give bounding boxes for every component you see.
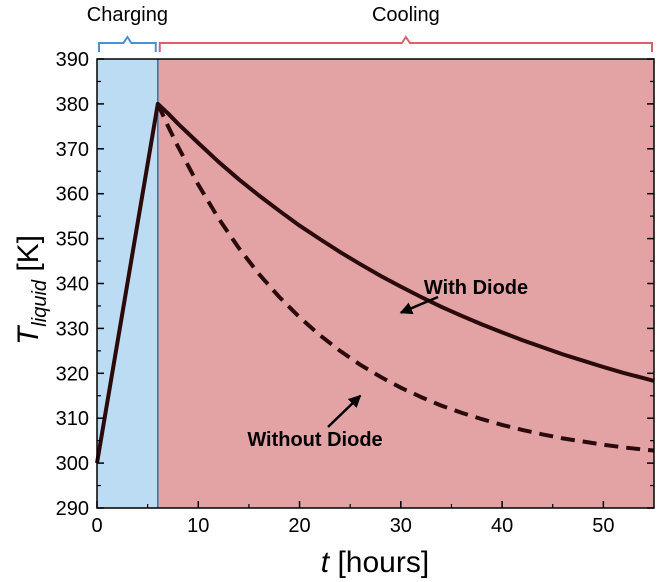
region-cooling (157, 59, 654, 508)
x-axis-label: t [hours] (321, 546, 429, 579)
annotation-with-diode: With Diode (424, 277, 528, 299)
bracket-cooling (158, 35, 653, 52)
x-axis-label-var: t (321, 546, 331, 579)
y-tick-label: 310 (56, 408, 89, 430)
y-tick-label: 330 (56, 318, 89, 340)
series-line-with-diode (95, 101, 655, 464)
bracket-charging (98, 35, 157, 52)
x-tick-label: 40 (491, 515, 513, 537)
x-tick-label: 0 (91, 515, 102, 537)
region-brackets: Charging Cooling (87, 4, 653, 52)
series-line-without-diode (155, 103, 655, 453)
annotation-arrow (399, 295, 439, 315)
y-tick-label: 290 (56, 498, 89, 520)
annotations: With Diode Without Diode (247, 277, 528, 451)
y-tick-label: 360 (56, 184, 89, 206)
region-layer (97, 59, 654, 508)
y-tick-label: 390 (56, 49, 89, 71)
annotation-arrow (327, 394, 362, 428)
x-tick-label: 30 (390, 515, 412, 537)
x-tick-label: 20 (288, 515, 310, 537)
annotation-without-diode: Without Diode (247, 429, 382, 451)
y-tick-label: 350 (56, 229, 89, 251)
region-label-charging: Charging (87, 4, 168, 26)
y-axis: 290 300 310 320 330 340 350 360 370 380 390 (56, 49, 654, 520)
region-label-cooling: Cooling (372, 4, 440, 26)
y-tick-label: 300 (56, 453, 89, 475)
x-tick-label: 50 (592, 515, 614, 537)
y-tick-label: 320 (56, 363, 89, 385)
series-layer (95, 101, 655, 464)
y-axis-label-sub: liquid (29, 279, 51, 327)
x-axis: 0 10 20 30 40 50 (91, 501, 614, 537)
x-tick-label: 10 (187, 515, 209, 537)
y-tick-label: 340 (56, 274, 89, 296)
x-axis-label-unit: [hours] (329, 546, 429, 579)
y-axis-label-var: T (12, 324, 45, 345)
y-tick-label: 380 (56, 94, 89, 116)
y-axis-label: Tliquid [K] (12, 235, 51, 345)
y-tick-label: 370 (56, 139, 89, 161)
y-axis-label-unit: [K] (12, 235, 45, 280)
